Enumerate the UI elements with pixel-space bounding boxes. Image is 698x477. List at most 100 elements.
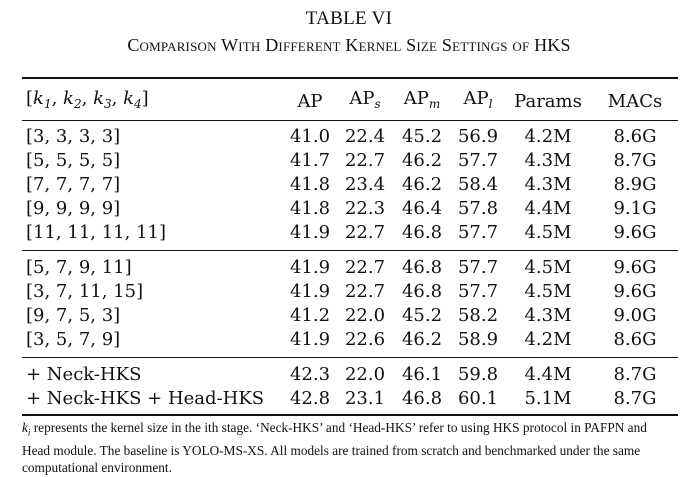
cell-ap-small: 22.0 xyxy=(344,364,386,385)
cell-params: 4.5M xyxy=(524,281,572,302)
cell-kernel-setting: [5, 5, 5, 5] xyxy=(26,150,121,171)
cell-kernel-setting: [9, 9, 9, 9] xyxy=(26,198,121,219)
table-row: [9, 7, 5, 3] 41.2 22.0 45.2 58.2 4.3M 9.0G xyxy=(22,304,678,328)
cell-params: 4.2M xyxy=(524,126,572,147)
cell-ap: 41.9 xyxy=(289,257,331,278)
cell-ap-large: 58.2 xyxy=(457,305,499,326)
header-rule xyxy=(22,120,678,121)
cell-params: 4.5M xyxy=(524,222,572,243)
cell-ap-medium: 45.2 xyxy=(401,126,443,147)
header-ap-large: APl xyxy=(463,88,493,111)
table-row: [5, 7, 9, 11] 41.9 22.7 46.8 57.7 4.5M 9.6G xyxy=(22,256,678,280)
cell-ap-small: 23.4 xyxy=(344,174,386,195)
table-row: [5, 5, 5, 5] 41.7 22.7 46.2 57.7 4.3M 8.7G xyxy=(22,149,678,173)
cell-macs: 8.6G xyxy=(613,126,657,147)
table-caption: Comparison With Different Kernel Size Se… xyxy=(127,35,571,55)
group-1-rule xyxy=(22,250,678,251)
cell-ap-medium: 46.8 xyxy=(401,222,443,243)
cell-ap-large: 57.7 xyxy=(457,257,499,278)
cell-macs: 8.7G xyxy=(613,150,657,171)
table-row: [3, 5, 7, 9] 41.9 22.6 46.2 58.9 4.2M 8.6G xyxy=(22,328,678,352)
table-row: + Neck-HKS 42.3 22.0 46.1 59.8 4.4M 8.7G xyxy=(22,363,678,387)
cell-params: 4.4M xyxy=(524,198,572,219)
bottom-rule xyxy=(22,414,678,416)
cell-ap-large: 57.7 xyxy=(457,222,499,243)
cell-ap-small: 22.7 xyxy=(344,281,386,302)
cell-ap: 41.8 xyxy=(289,174,331,195)
cell-ap-medium: 45.2 xyxy=(401,305,443,326)
cell-kernel-setting: [7, 7, 7, 7] xyxy=(26,174,121,195)
cell-macs: 9.6G xyxy=(613,281,657,302)
cell-ap: 41.2 xyxy=(289,305,331,326)
cell-kernel-setting: [3, 3, 3, 3] xyxy=(26,126,121,147)
header-row: [k1, k2, k3, k4] AP APs APm APl Params M… xyxy=(22,87,678,116)
header-ap: AP xyxy=(297,90,323,112)
cell-params: 4.3M xyxy=(524,305,572,326)
cell-macs: 8.9G xyxy=(613,174,657,195)
cell-ap: 42.8 xyxy=(289,388,331,409)
cell-ap-small: 22.4 xyxy=(344,126,386,147)
cell-ap: 42.3 xyxy=(289,364,331,385)
cell-macs: 9.6G xyxy=(613,257,657,278)
group-uniform-kernels: [3, 3, 3, 3] 41.0 22.4 45.2 56.9 4.2M 8.6G [5, … xyxy=(22,125,678,245)
cell-ap-medium: 46.2 xyxy=(401,329,443,350)
cell-ap: 41.9 xyxy=(289,281,331,302)
header-ap-medium: APm xyxy=(403,88,441,111)
cell-ap-small: 22.7 xyxy=(344,150,386,171)
cell-ap-medium: 46.4 xyxy=(401,198,443,219)
cell-params: 4.2M xyxy=(524,329,572,350)
header-ap-small: APs xyxy=(349,88,381,111)
cell-ap-large: 60.1 xyxy=(457,388,499,409)
cell-ap: 41.7 xyxy=(289,150,331,171)
cell-ap-large: 58.9 xyxy=(457,329,499,350)
cell-params: 4.5M xyxy=(524,257,572,278)
cell-macs: 8.7G xyxy=(613,388,657,409)
group-2-rule xyxy=(22,357,678,358)
cell-kernel-setting: + Neck-HKS xyxy=(26,364,142,385)
table-row: [3, 7, 11, 15] 41.9 22.7 46.8 57.7 4.5M 9.6G xyxy=(22,280,678,304)
cell-kernel-setting: [3, 5, 7, 9] xyxy=(26,329,121,350)
cell-params: 4.4M xyxy=(524,364,572,385)
cell-ap-large: 57.7 xyxy=(457,150,499,171)
table-number: TABLE VI xyxy=(305,8,393,29)
cell-ap-small: 22.3 xyxy=(344,198,386,219)
group-hks-modules: + Neck-HKS 42.3 22.0 46.1 59.8 4.4M 8.7G + Neck… xyxy=(22,363,678,411)
footnote-symbol: ki xyxy=(22,420,31,438)
header-macs: MACs xyxy=(607,90,663,112)
cell-ap: 41.9 xyxy=(289,329,331,350)
cell-ap-small: 22.6 xyxy=(344,329,386,350)
cell-kernel-setting: + Neck-HKS + Head-HKS xyxy=(26,388,265,409)
cell-macs: 9.1G xyxy=(613,198,657,219)
cell-ap-small: 22.0 xyxy=(344,305,386,326)
table-row: [9, 9, 9, 9] 41.8 22.3 46.4 57.8 4.4M 9.1G xyxy=(22,197,678,221)
cell-kernel-setting: [3, 7, 11, 15] xyxy=(26,281,144,302)
footnote-text: represents the kernel size in the ith st… xyxy=(22,420,647,475)
table-row: + Neck-HKS + Head-HKS 42.8 23.1 46.8 60.1 5.1… xyxy=(22,387,678,411)
table-footnote: ki represents the kernel size in the ith… xyxy=(22,419,678,476)
cell-ap-small: 22.7 xyxy=(344,222,386,243)
cell-params: 4.3M xyxy=(524,174,572,195)
cell-params: 4.3M xyxy=(524,150,572,171)
table-row: [3, 3, 3, 3] 41.0 22.4 45.2 56.9 4.2M 8.6G xyxy=(22,125,678,149)
cell-ap-large: 58.4 xyxy=(457,174,499,195)
header-params: Params xyxy=(514,90,582,112)
top-rule xyxy=(22,77,678,79)
cell-kernel-setting: [9, 7, 5, 3] xyxy=(26,305,121,326)
cell-macs: 9.0G xyxy=(613,305,657,326)
cell-macs: 8.7G xyxy=(613,364,657,385)
cell-params: 5.1M xyxy=(524,388,572,409)
cell-kernel-setting: [5, 7, 9, 11] xyxy=(26,257,132,278)
cell-ap-medium: 46.8 xyxy=(401,388,443,409)
cell-ap-medium: 46.1 xyxy=(401,364,443,385)
cell-macs: 8.6G xyxy=(613,329,657,350)
cell-ap-large: 59.8 xyxy=(457,364,499,385)
cell-ap-large: 57.7 xyxy=(457,281,499,302)
cell-ap-medium: 46.2 xyxy=(401,150,443,171)
cell-ap-small: 22.7 xyxy=(344,257,386,278)
cell-ap-large: 56.9 xyxy=(457,126,499,147)
header-kernel-setting: [k1, k2, k3, k4] xyxy=(26,88,149,111)
table-row: [7, 7, 7, 7] 41.8 23.4 46.2 58.4 4.3M 8.9G xyxy=(22,173,678,197)
cell-ap: 41.0 xyxy=(289,126,331,147)
cell-ap-small: 23.1 xyxy=(344,388,386,409)
